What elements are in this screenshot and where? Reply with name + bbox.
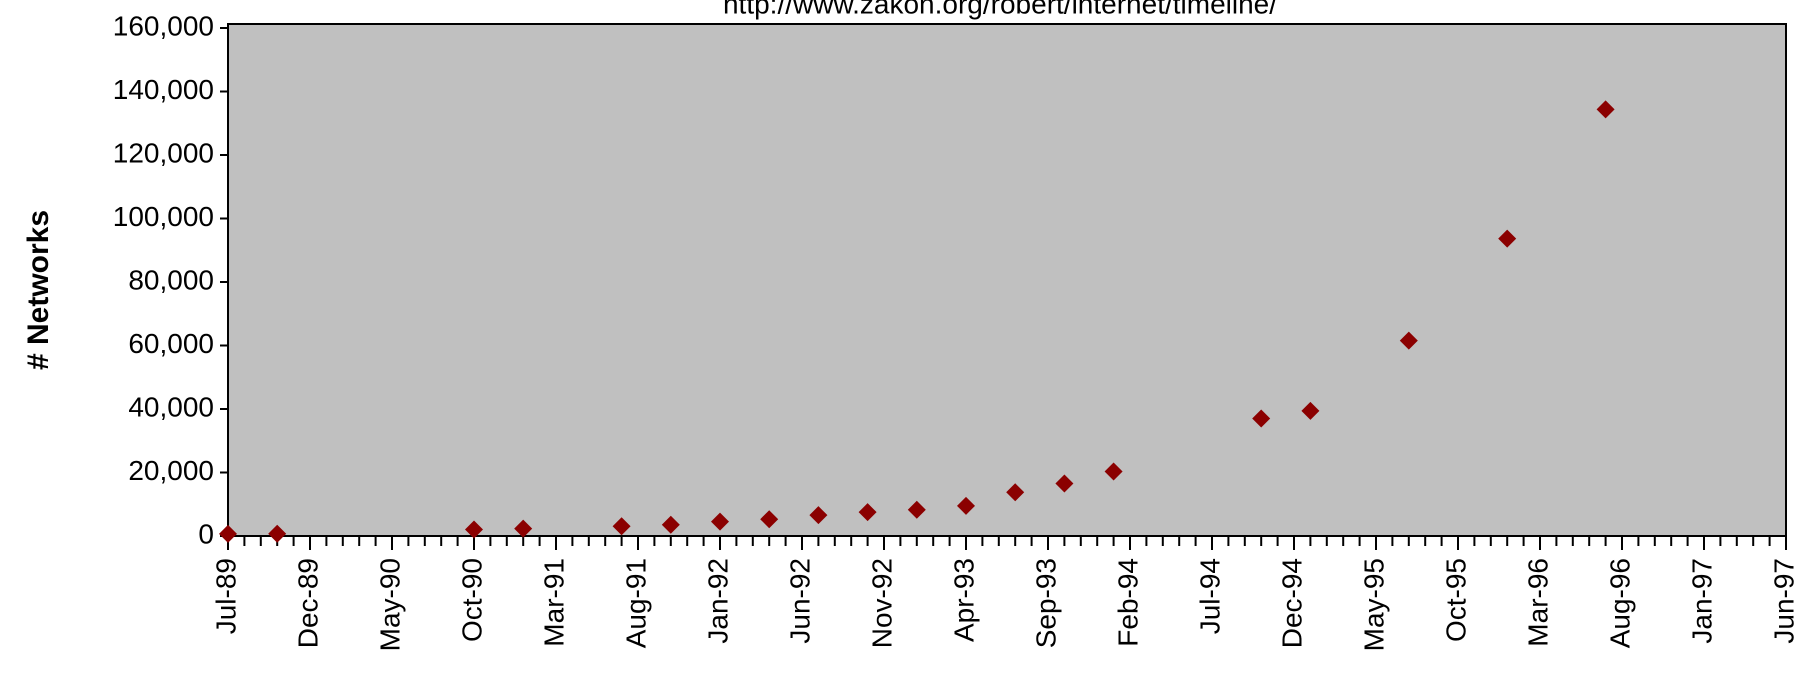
data-point <box>465 520 483 539</box>
data-point <box>612 517 631 536</box>
x-tick-label: May-90 <box>374 558 405 651</box>
y-tick-label: 80,000 <box>128 264 214 295</box>
data-point <box>1596 100 1615 119</box>
data-point <box>1498 229 1517 248</box>
x-tick-label: Mar-91 <box>538 558 569 647</box>
data-point <box>957 496 975 515</box>
y-tick-label: 100,000 <box>113 201 214 232</box>
data-point <box>1399 331 1418 350</box>
x-tick-label: Jan-97 <box>1686 558 1717 644</box>
data-point <box>760 510 779 529</box>
x-tick-label: Oct-90 <box>456 558 487 642</box>
y-tick-label: 40,000 <box>128 391 214 422</box>
y-tick-label: 0 <box>198 518 214 549</box>
x-tick-label: Mar-96 <box>1522 558 1553 647</box>
data-point <box>661 515 680 534</box>
data-point <box>514 519 533 538</box>
plot-area <box>227 23 1787 537</box>
data-point <box>268 524 287 543</box>
data-point <box>1104 462 1123 481</box>
data-point <box>1301 401 1320 420</box>
x-tick-label: Oct-95 <box>1440 558 1471 642</box>
x-tick-label: May-95 <box>1358 558 1389 651</box>
x-tick-label: Jun-97 <box>1768 558 1799 644</box>
x-tick-label: Nov-92 <box>866 558 897 648</box>
data-point <box>907 500 926 519</box>
x-tick-label: Aug-91 <box>620 558 651 648</box>
data-point <box>1006 483 1025 502</box>
y-tick-label: 120,000 <box>113 137 214 168</box>
data-point <box>1252 409 1271 428</box>
x-tick-label: Feb-94 <box>1112 558 1143 647</box>
data-point <box>219 524 237 543</box>
y-tick-label: 20,000 <box>128 455 214 486</box>
x-tick-label: Jun-92 <box>784 558 815 644</box>
y-tick-label: 160,000 <box>113 10 214 41</box>
y-tick-label: 60,000 <box>128 328 214 359</box>
x-tick-label: Dec-94 <box>1276 558 1307 648</box>
x-tick-label: Jul-94 <box>1194 558 1225 634</box>
y-axis-label: # Networks <box>22 210 55 370</box>
chart-subtitle: http://www.zakon.org/robert/internet/tim… <box>723 0 1277 19</box>
x-tick-label: Apr-93 <box>948 558 979 642</box>
x-tick-label: Jul-89 <box>210 558 241 634</box>
x-tick-label: Aug-96 <box>1604 558 1635 648</box>
data-point <box>858 503 877 522</box>
data-point <box>809 506 828 525</box>
data-point <box>1055 474 1074 493</box>
x-tick-label: Dec-89 <box>292 558 323 648</box>
data-point <box>711 512 729 531</box>
x-tick-label: Jan-92 <box>702 558 733 644</box>
y-tick-label: 140,000 <box>113 74 214 105</box>
x-tick-label: Sep-93 <box>1030 558 1061 648</box>
